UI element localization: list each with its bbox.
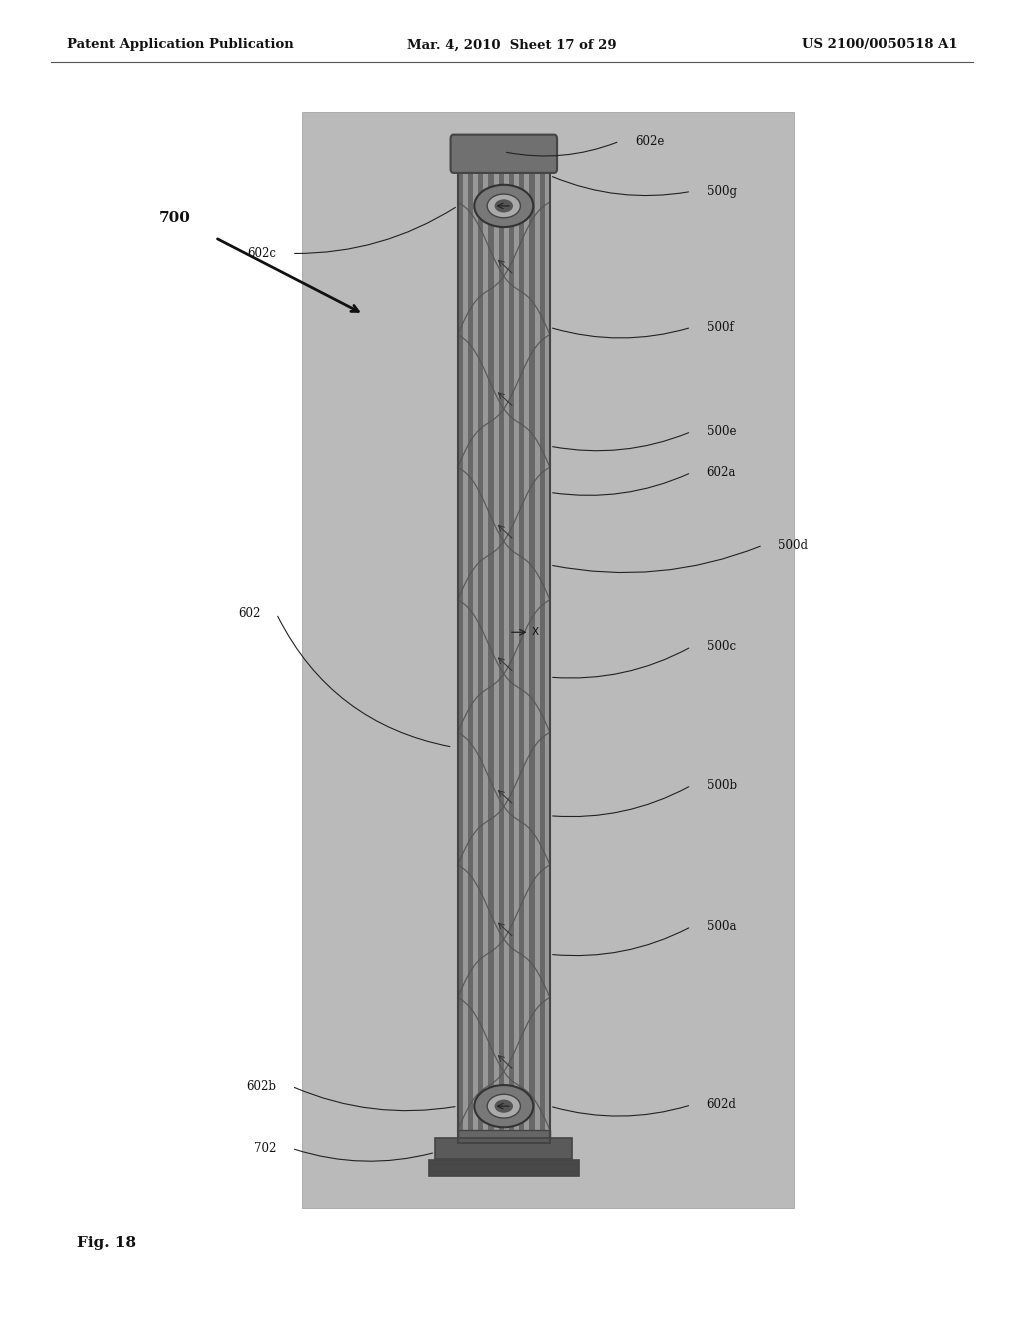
Ellipse shape (487, 194, 520, 218)
Text: 602: 602 (239, 607, 261, 620)
FancyBboxPatch shape (451, 135, 557, 173)
Bar (514, 169, 519, 1143)
Text: Fig. 18: Fig. 18 (77, 1237, 136, 1250)
Bar (429, 1160, 579, 1176)
Text: 500d: 500d (778, 539, 808, 552)
Bar (473, 169, 478, 1143)
Bar (458, 169, 550, 1143)
Bar (545, 169, 550, 1143)
Bar (458, 169, 463, 1143)
Ellipse shape (495, 1100, 513, 1113)
Bar (463, 169, 468, 1143)
Text: 700: 700 (159, 211, 190, 224)
Ellipse shape (474, 185, 534, 227)
Ellipse shape (495, 199, 513, 213)
Bar (524, 169, 529, 1143)
Text: 500c: 500c (707, 640, 735, 653)
Bar (478, 169, 483, 1143)
Bar (468, 169, 473, 1143)
Bar (302, 112, 794, 1208)
Bar (519, 169, 524, 1143)
Bar (529, 169, 535, 1143)
Text: 500e: 500e (707, 425, 736, 438)
Text: 500g: 500g (707, 185, 736, 198)
Text: X: X (531, 627, 539, 638)
Text: Mar. 4, 2010  Sheet 17 of 29: Mar. 4, 2010 Sheet 17 of 29 (408, 38, 616, 51)
Bar (494, 169, 499, 1143)
Text: 500a: 500a (707, 920, 736, 933)
Bar (499, 169, 504, 1143)
Bar (483, 169, 488, 1143)
Text: 500f: 500f (707, 321, 733, 334)
Bar (540, 169, 545, 1143)
Bar (435, 1138, 572, 1159)
Bar (488, 169, 494, 1143)
Text: 602c: 602c (248, 247, 276, 260)
Ellipse shape (474, 1085, 534, 1127)
Text: 602d: 602d (707, 1098, 736, 1111)
Text: US 2100/0050518 A1: US 2100/0050518 A1 (802, 38, 957, 51)
Text: Patent Application Publication: Patent Application Publication (67, 38, 293, 51)
Text: 602b: 602b (247, 1080, 276, 1093)
Bar (535, 169, 540, 1143)
Text: 602e: 602e (635, 135, 665, 148)
Text: 602a: 602a (707, 466, 736, 479)
Bar (509, 169, 514, 1143)
Text: 500b: 500b (707, 779, 736, 792)
Ellipse shape (487, 1094, 520, 1118)
Text: 702: 702 (254, 1142, 276, 1155)
Bar (504, 169, 509, 1143)
Bar (458, 1130, 550, 1143)
